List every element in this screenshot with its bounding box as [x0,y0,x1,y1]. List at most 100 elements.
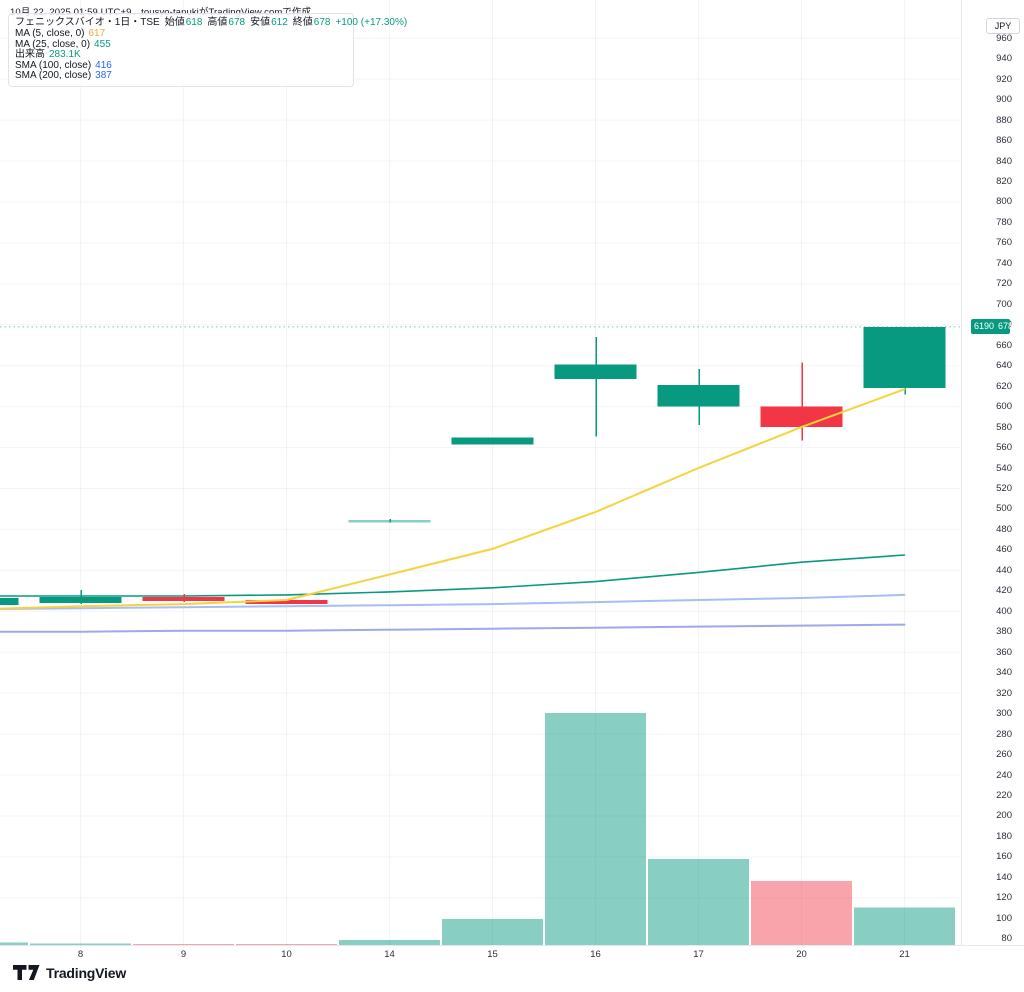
price-tick-label: 820 [996,176,1012,187]
indicator-label: MA (25, close, 0) [15,38,91,50]
date-tick-label: 21 [899,949,910,960]
candle-body-up [863,326,946,389]
last-price-badge: 6190 678 [971,319,1014,334]
price-tick-label: 500 [996,503,1012,515]
volume-bar [133,943,234,946]
sma100-line [0,593,906,611]
indicator-value: 387 [95,70,112,81]
ohlc-label: 安値 [250,17,271,28]
candle-body-down [760,406,843,428]
candle-body-down [245,600,328,605]
candle-body-up [451,437,534,445]
price-tick-label: 760 [996,237,1012,249]
price-tick-label: 600 [996,401,1012,413]
tradingview-logo[interactable]: TradingView [13,965,126,981]
currency-unit-label: JPY [986,18,1020,34]
volume-bar [751,880,852,946]
price-tick-label: 740 [996,257,1012,269]
ma25-line [0,554,906,597]
candle-body-up [348,520,431,523]
price-tick-label: 640 [996,360,1012,372]
volume-series [0,712,955,946]
indicator-rows: MA (5, close, 0) 617 MA (25, close, 0) 455 出… [15,28,347,82]
legend-title-row: フェニックスバイオ・1日・TSE 始値618 高値678 安値612 終値678 +100… [15,17,407,29]
price-tick-label: 440 [996,564,1012,576]
price-tick-label: 140 [996,871,1012,883]
price-tick-label: 560 [996,442,1012,454]
plot-area [0,0,961,946]
creation-caption: 10月 22, 2025 01:59 UTC+9、tousyo-tanukiがT… [10,4,311,18]
ohlc-label: 終値 [292,17,313,28]
indicator-value: 283.1K [49,49,81,60]
price-tick-label: 320 [996,687,1012,699]
indicator-label: SMA (200, close) [15,70,92,81]
volume-bar [339,939,440,946]
date-tick-label: 16 [590,949,601,960]
volume-bar [0,942,28,946]
price-tick-label: 960 [996,32,1012,44]
price-tick-label: 340 [996,667,1012,679]
price-tick-label: 920 [996,73,1012,85]
price-tick-label: 240 [996,769,1012,781]
time-axis-separator [0,945,1024,946]
indicator-value: 617 [88,28,106,39]
price-tick-label: 180 [996,830,1012,842]
ohlc-label: 高値 [207,17,228,28]
price-tick-label: 700 [996,298,1012,310]
price-tick-label: 260 [996,749,1012,761]
price-tick-label: 380 [996,626,1012,638]
price-tick-label: 780 [996,216,1012,228]
last-price-value: 678 [998,321,1014,331]
price-tick-label: 660 [996,339,1012,351]
candle-series [0,326,946,606]
candle-body-up [39,596,122,604]
change-value: +100 (+17.30%) [335,17,408,28]
indicator-row: MA (25, close, 0) 455 [15,38,347,51]
ohlc-value: 678 [228,17,246,28]
indicator-row: 出来高 283.1K [15,49,347,61]
indicator-label: 出来高 [15,49,45,60]
price-tick-label: 580 [996,421,1012,433]
symbol-title: フェニックスバイオ・1日・TSE [15,17,160,28]
ohlc-value: 678 [313,17,331,28]
date-tick-label: 14 [384,949,395,960]
tradingview-logo-icon [13,965,40,980]
price-tick-label: 360 [996,646,1012,658]
gridlines [0,0,961,945]
tradingview-logo-text: TradingView [46,965,127,981]
indicator-label: SMA (100, close) [15,59,92,71]
price-tick-label: 860 [996,135,1012,147]
sma200-line [0,623,906,633]
price-tick-label: 940 [996,53,1012,65]
price-tick-label: 420 [996,585,1012,597]
price-tick-label: 100 [996,912,1012,924]
ma5-line [0,388,906,610]
price-tick-label: 800 [996,196,1012,208]
volume-bar [648,858,749,946]
candle-body-up [657,385,740,407]
candle-body-up [554,364,637,380]
indicator-row: MA (5, close, 0) 617 [15,28,347,40]
price-tick-label: 520 [996,483,1012,494]
legend-box: フェニックスバイオ・1日・TSE 始値618 高値678 安値612 終値678 +100… [8,13,407,87]
date-tick-label: 9 [180,949,187,960]
price-tick-label: 620 [996,380,1012,392]
ohlc-value: 612 [271,17,288,28]
price-tick-label: 400 [996,605,1012,617]
date-tick-label: 10 [281,949,292,960]
price-tick-label: 480 [996,523,1012,535]
indicator-label: MA (5, close, 0) [15,28,85,39]
price-tick-label: 120 [996,892,1012,904]
date-tick-label: 20 [796,949,807,960]
price-axis-separator [961,0,962,946]
bar-countdown: 6190 [974,321,995,331]
price-tick-label: 460 [996,544,1012,556]
price-tick-label: 720 [996,278,1012,290]
price-tick-label: 840 [996,155,1012,167]
volume-bar [236,943,337,946]
price-tick-label: 160 [996,851,1012,863]
ohlc-values: 始値618 高値678 安値612 終値678 [160,17,331,28]
date-tick-label: 15 [487,949,498,960]
